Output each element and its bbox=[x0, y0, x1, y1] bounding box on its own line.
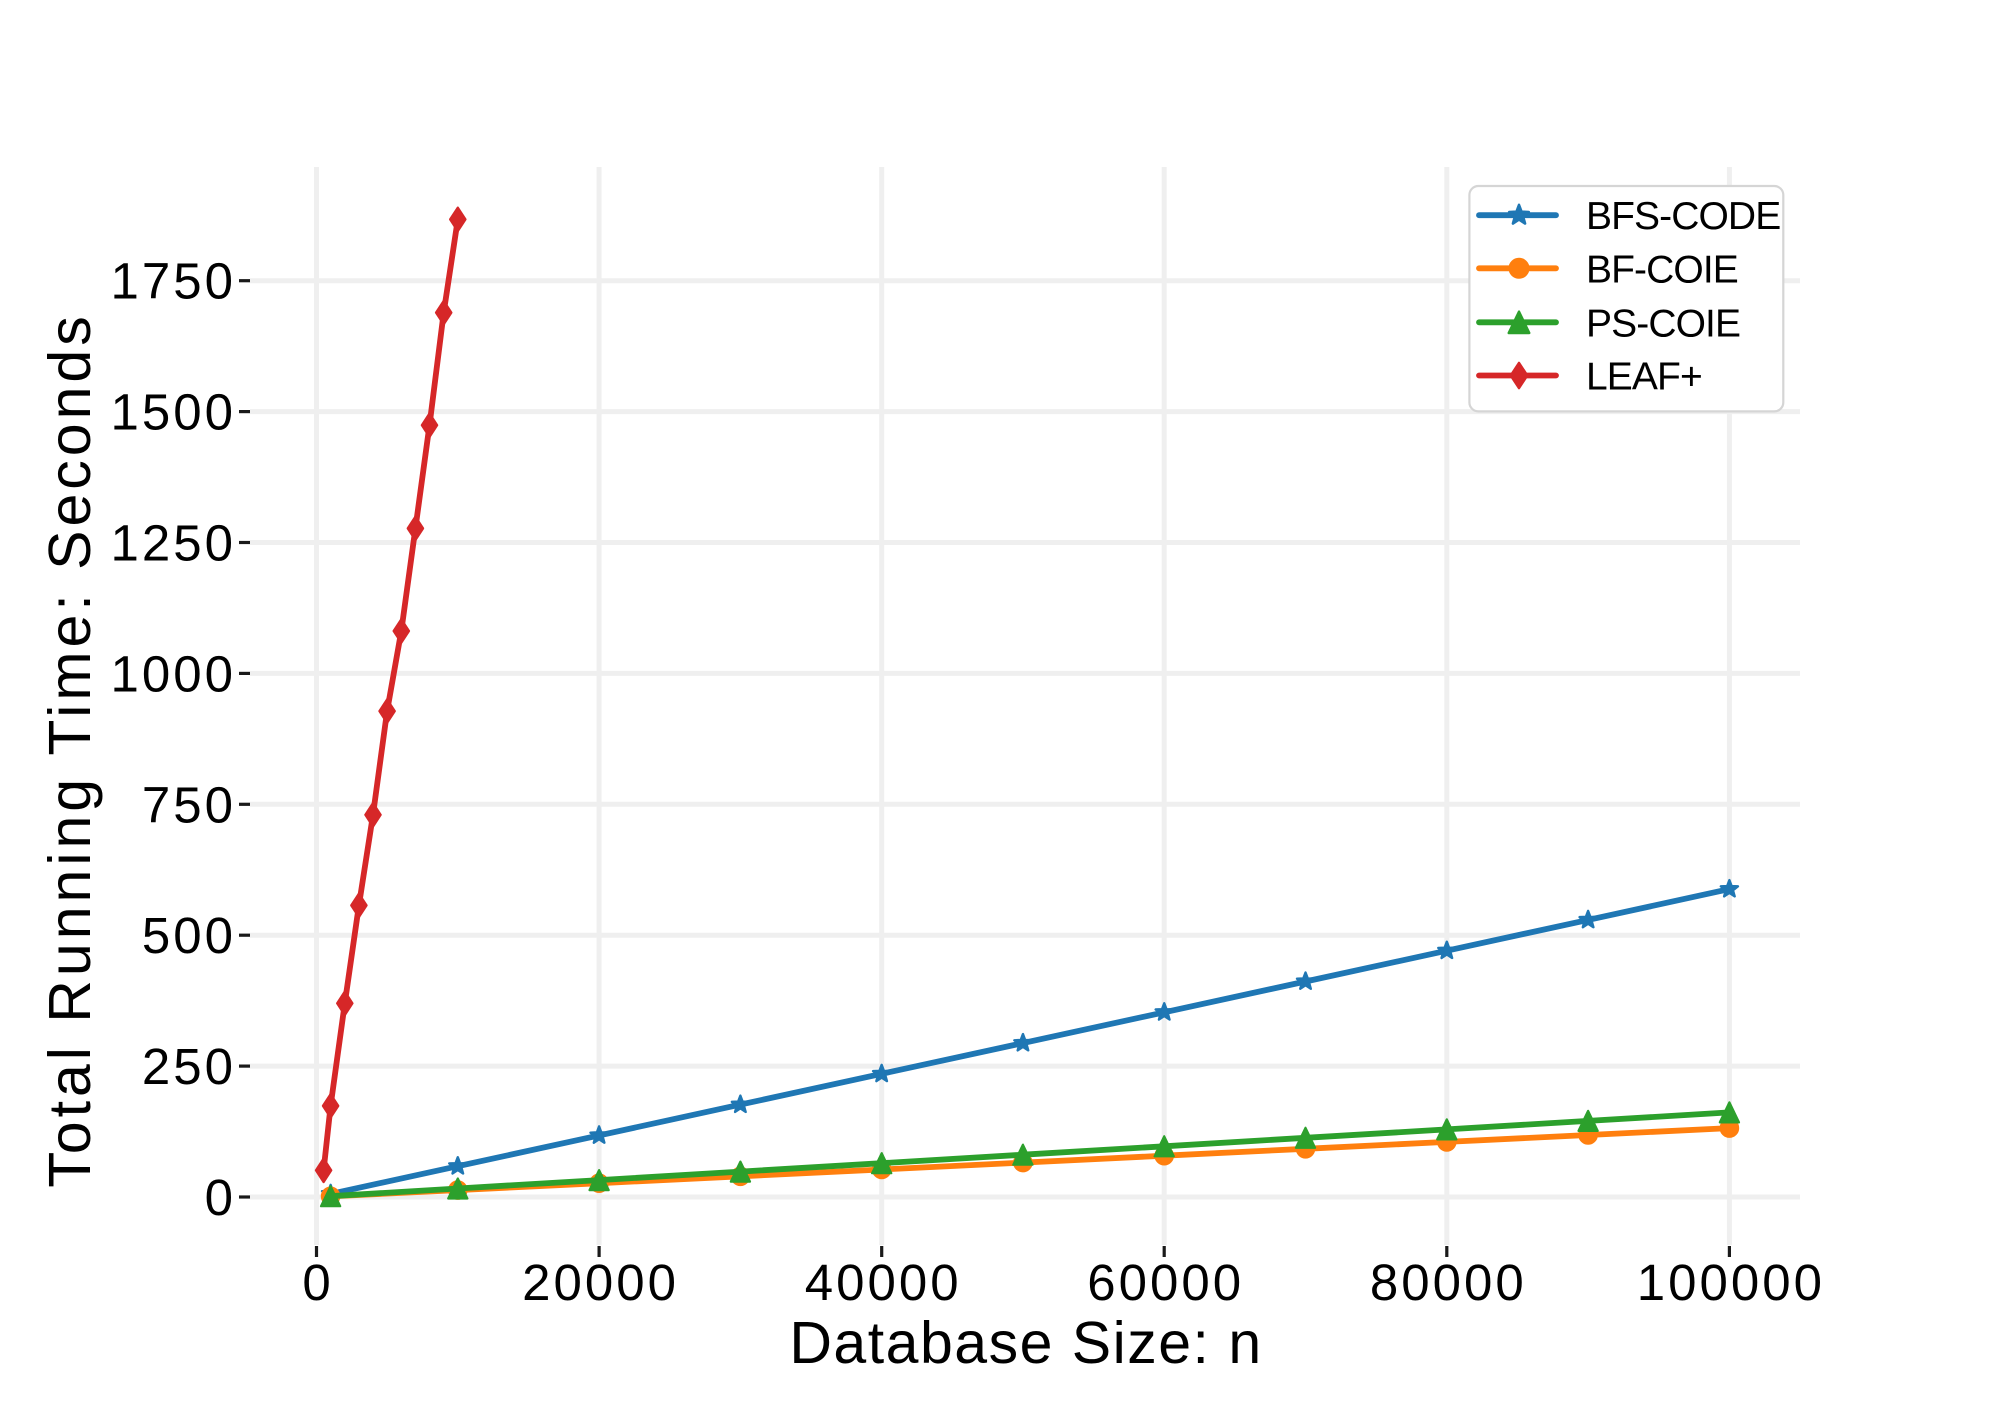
svg-text:0: 0 bbox=[205, 1169, 236, 1226]
svg-text:BF-COIE: BF-COIE bbox=[1586, 248, 1738, 291]
svg-text:1750: 1750 bbox=[111, 253, 236, 310]
svg-text:500: 500 bbox=[142, 907, 236, 964]
svg-text:Total Running Time: Seconds: Total Running Time: Seconds bbox=[37, 312, 103, 1187]
svg-text:60000: 60000 bbox=[1087, 1254, 1244, 1311]
svg-text:1250: 1250 bbox=[111, 515, 236, 572]
svg-text:750: 750 bbox=[142, 776, 236, 833]
svg-text:Database Size: n: Database Size: n bbox=[789, 1310, 1262, 1376]
svg-text:1500: 1500 bbox=[111, 384, 236, 441]
svg-text:20000: 20000 bbox=[522, 1254, 679, 1311]
svg-text:LEAF+: LEAF+ bbox=[1586, 356, 1702, 399]
svg-text:BFS-CODE: BFS-CODE bbox=[1586, 195, 1780, 238]
svg-text:40000: 40000 bbox=[805, 1254, 962, 1311]
svg-text:80000: 80000 bbox=[1370, 1254, 1527, 1311]
svg-text:250: 250 bbox=[142, 1038, 236, 1095]
svg-text:PS-COIE: PS-COIE bbox=[1586, 302, 1740, 345]
svg-text:100000: 100000 bbox=[1637, 1254, 1825, 1311]
svg-text:0: 0 bbox=[302, 1254, 333, 1311]
svg-text:1000: 1000 bbox=[111, 645, 236, 702]
